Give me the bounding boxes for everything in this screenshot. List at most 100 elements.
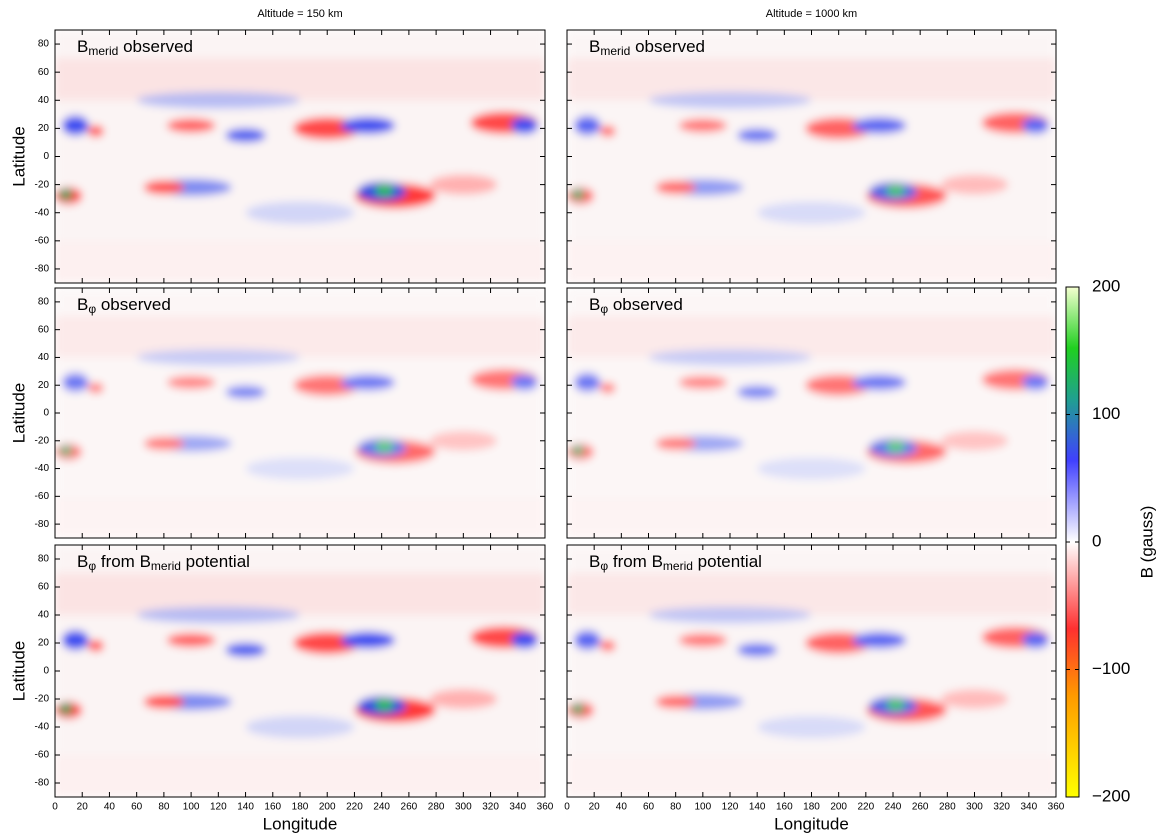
y-tick-label: 20 bbox=[38, 123, 50, 134]
label-part: B bbox=[140, 552, 151, 571]
colorbar-tick-label: −200 bbox=[1092, 786, 1130, 805]
panel: -80 -60 -40 -20 0 20 40 60 80 Latitude Bmerid obse… bbox=[9, 29, 546, 284]
y-tick-label: 20 bbox=[38, 380, 50, 391]
label-part: from bbox=[608, 552, 651, 571]
y-tick-label: 0 bbox=[43, 666, 49, 677]
column-title: Altitude = 1000 km bbox=[766, 8, 857, 20]
y-tick-label: -60 bbox=[35, 235, 50, 246]
x-tick-label: 320 bbox=[993, 802, 1010, 813]
label-part: observed bbox=[118, 37, 193, 56]
field-map bbox=[567, 545, 1056, 797]
panel-label: Bφ observed bbox=[77, 295, 171, 316]
panel: Bφ observed bbox=[566, 287, 1057, 539]
label-part: B bbox=[589, 37, 600, 56]
y-tick-label: -60 bbox=[35, 750, 50, 761]
field-map bbox=[55, 288, 545, 538]
x-tick-label: 80 bbox=[670, 802, 682, 813]
x-tick-label: 160 bbox=[776, 802, 793, 813]
x-tick-label: 140 bbox=[237, 802, 254, 813]
label-part: observed bbox=[630, 37, 705, 56]
y-tick-label: -40 bbox=[35, 207, 50, 218]
panel: -80 -60 -40 -20 0 20 40 60 80 Latitude Bφ observed bbox=[9, 287, 546, 539]
x-tick-label: 320 bbox=[482, 802, 499, 813]
panel-label: Bφ observed bbox=[589, 295, 683, 316]
y-tick-label: 40 bbox=[38, 95, 50, 106]
panel-label: Bφ from Bmerid potential bbox=[589, 552, 762, 573]
label-part: B bbox=[589, 552, 600, 571]
x-axis-label: Longitude bbox=[774, 814, 849, 833]
x-tick-label: 20 bbox=[589, 802, 601, 813]
panel-label: Bmerid observed bbox=[589, 37, 705, 58]
x-tick-label: 140 bbox=[749, 802, 766, 813]
x-tick-label: 160 bbox=[264, 802, 281, 813]
x-tick-label: 120 bbox=[722, 802, 739, 813]
y-tick-label: 0 bbox=[43, 151, 49, 162]
label-part: potential bbox=[693, 552, 762, 571]
x-tick-label: 240 bbox=[885, 802, 902, 813]
x-tick-label: 180 bbox=[292, 802, 309, 813]
y-tick-label: 60 bbox=[38, 324, 50, 335]
panel: 0 20 40 60 80 100 120 140 160 180 200 220 240 260 280 3… bbox=[564, 544, 1065, 833]
x-tick-label: 260 bbox=[912, 802, 929, 813]
x-tick-label: 180 bbox=[803, 802, 820, 813]
y-tick-label: -20 bbox=[35, 435, 50, 446]
label-part: φ bbox=[88, 302, 96, 316]
x-tick-label: 20 bbox=[77, 802, 89, 813]
x-tick-label: 300 bbox=[455, 802, 472, 813]
y-axis-label: Latitude bbox=[9, 383, 28, 444]
x-tick-label: 280 bbox=[428, 802, 445, 813]
y-tick-label: 80 bbox=[38, 39, 50, 50]
panel: 0 20 40 60 80 100 120 140 160 180 200 220 240 260 280 3… bbox=[9, 544, 554, 833]
colorbar-tick-label: 0 bbox=[1092, 531, 1101, 550]
y-tick-label: 20 bbox=[38, 638, 50, 649]
x-tick-label: 40 bbox=[104, 802, 116, 813]
field-map bbox=[55, 545, 545, 797]
field-map bbox=[55, 30, 545, 283]
y-tick-label: -40 bbox=[35, 463, 50, 474]
x-tick-label: 280 bbox=[939, 802, 956, 813]
column-title: Altitude = 150 km bbox=[257, 8, 342, 20]
label-part: B bbox=[77, 552, 88, 571]
x-tick-label: 40 bbox=[616, 802, 628, 813]
x-tick-label: 220 bbox=[857, 802, 874, 813]
label-part: observed bbox=[608, 295, 683, 314]
label-part: φ bbox=[600, 559, 608, 573]
x-tick-label: 0 bbox=[52, 802, 58, 813]
y-tick-label: -80 bbox=[35, 778, 50, 789]
panel: Bmerid observed bbox=[566, 29, 1057, 284]
y-tick-label: 60 bbox=[38, 67, 50, 78]
colorbar-tick-label: −100 bbox=[1092, 659, 1130, 678]
x-tick-label: 80 bbox=[158, 802, 170, 813]
y-tick-label: 60 bbox=[38, 582, 50, 593]
y-tick-label: 0 bbox=[43, 408, 49, 419]
colorbar-tick-label: 100 bbox=[1092, 404, 1120, 423]
x-tick-label: 360 bbox=[537, 802, 554, 813]
panel-label: Bφ from Bmerid potential bbox=[77, 552, 250, 573]
y-tick-label: 40 bbox=[38, 352, 50, 363]
label-part: from bbox=[96, 552, 139, 571]
x-tick-label: 300 bbox=[966, 802, 983, 813]
x-tick-label: 360 bbox=[1048, 802, 1065, 813]
colorbar-label: B (gauss) bbox=[1137, 506, 1156, 579]
label-part: B bbox=[652, 552, 663, 571]
x-tick-label: 60 bbox=[131, 802, 143, 813]
y-tick-label: 40 bbox=[38, 610, 50, 621]
y-axis-label: Latitude bbox=[9, 126, 28, 187]
panel-label: Bmerid observed bbox=[77, 37, 193, 58]
label-part: B bbox=[77, 37, 88, 56]
y-axis-label: Latitude bbox=[9, 641, 28, 702]
x-axis-label: Longitude bbox=[263, 814, 338, 833]
x-tick-label: 200 bbox=[319, 802, 336, 813]
x-tick-label: 120 bbox=[210, 802, 227, 813]
x-tick-label: 100 bbox=[183, 802, 200, 813]
label-part: φ bbox=[600, 302, 608, 316]
label-part: merid bbox=[600, 44, 630, 58]
colorbar-tick-label: 200 bbox=[1092, 276, 1120, 295]
x-tick-label: 220 bbox=[346, 802, 363, 813]
label-part: observed bbox=[96, 295, 171, 314]
x-tick-label: 340 bbox=[1020, 802, 1037, 813]
label-part: B bbox=[589, 295, 600, 314]
y-tick-label: -20 bbox=[35, 179, 50, 190]
y-tick-label: 80 bbox=[38, 554, 50, 565]
